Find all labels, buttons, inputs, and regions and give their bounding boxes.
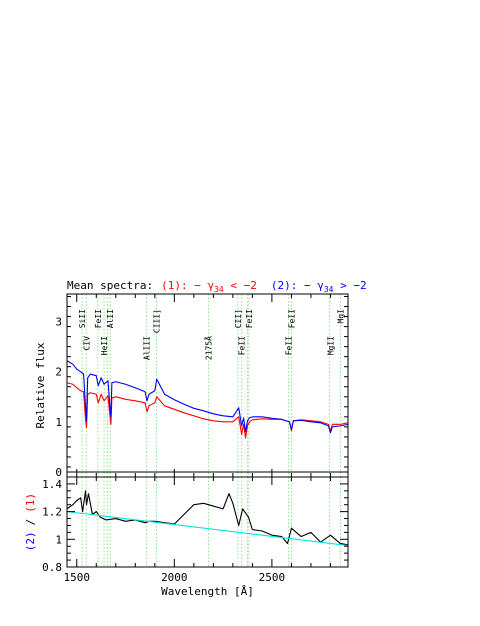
title-part: (2): − γ xyxy=(271,279,324,292)
line-label: MgI xyxy=(337,309,346,324)
y-tick-label: 3 xyxy=(55,316,62,329)
series-line-2 xyxy=(67,360,348,434)
title-part: 34 xyxy=(214,285,224,294)
y-tick-label: 2 xyxy=(55,366,62,379)
line-label: FeII xyxy=(94,309,103,328)
ratio-y-axis-label: (2) / (1) xyxy=(24,493,37,551)
series-group xyxy=(67,360,348,439)
ratio-label-part: (1) xyxy=(24,493,37,513)
ratio-label-part: / xyxy=(24,519,37,526)
series-line-1 xyxy=(67,490,348,546)
y-axis-label: Relative flux xyxy=(34,342,47,428)
y-tick-label: 1.4 xyxy=(42,478,62,491)
chart-title: Mean spectra: (1): − γ34 < −2 (2): − γ34 >… xyxy=(67,279,367,294)
x-tick-label: 2500 xyxy=(259,571,286,584)
title-part: > −2 xyxy=(333,279,366,292)
series-line-2 xyxy=(67,511,348,547)
ratio-panel: 0.8 1 1.2 1.4 1500 2000 2500 Wavelength [Å] (2) /… xyxy=(24,476,349,598)
line-label: HeII xyxy=(100,336,109,355)
title-part: 34 xyxy=(324,285,334,294)
line-label: FeII xyxy=(285,336,294,355)
line-label: MgII xyxy=(326,336,335,355)
x-tick-label: 2000 xyxy=(161,571,188,584)
line-label: AlII xyxy=(106,309,115,328)
line-label: FeII xyxy=(287,309,296,328)
line-label: FeII xyxy=(237,336,246,355)
line-label: FeII xyxy=(245,309,254,328)
title-part: (1): − γ xyxy=(161,279,214,292)
ratio-label-part: (2) xyxy=(24,531,37,551)
y-tick-label: 0 xyxy=(55,466,62,479)
title-part: < −2 xyxy=(224,279,257,292)
y-tick-label: 1.2 xyxy=(42,506,62,519)
line-label: CII] xyxy=(234,309,243,328)
plot-frame xyxy=(66,476,349,568)
y-tick-label: 1 xyxy=(55,533,62,546)
y-tick-label: 0.8 xyxy=(42,561,62,574)
series-group xyxy=(67,490,348,547)
line-label: CIV xyxy=(82,336,91,351)
y-tick-label: 1 xyxy=(55,416,62,429)
title-text: Mean spectra: (1): − γ34 < −2 (2): − γ34 >… xyxy=(67,279,367,294)
x-axis-label: Wavelength [Å] xyxy=(161,585,254,598)
line-label: SiII xyxy=(78,309,87,328)
line-label: 2175Å xyxy=(202,336,213,360)
line-label: CIII] xyxy=(153,309,162,333)
line-label: AlIII xyxy=(142,336,151,360)
title-part: Mean spectra: xyxy=(67,279,153,292)
x-tick-label: 1500 xyxy=(64,571,91,584)
